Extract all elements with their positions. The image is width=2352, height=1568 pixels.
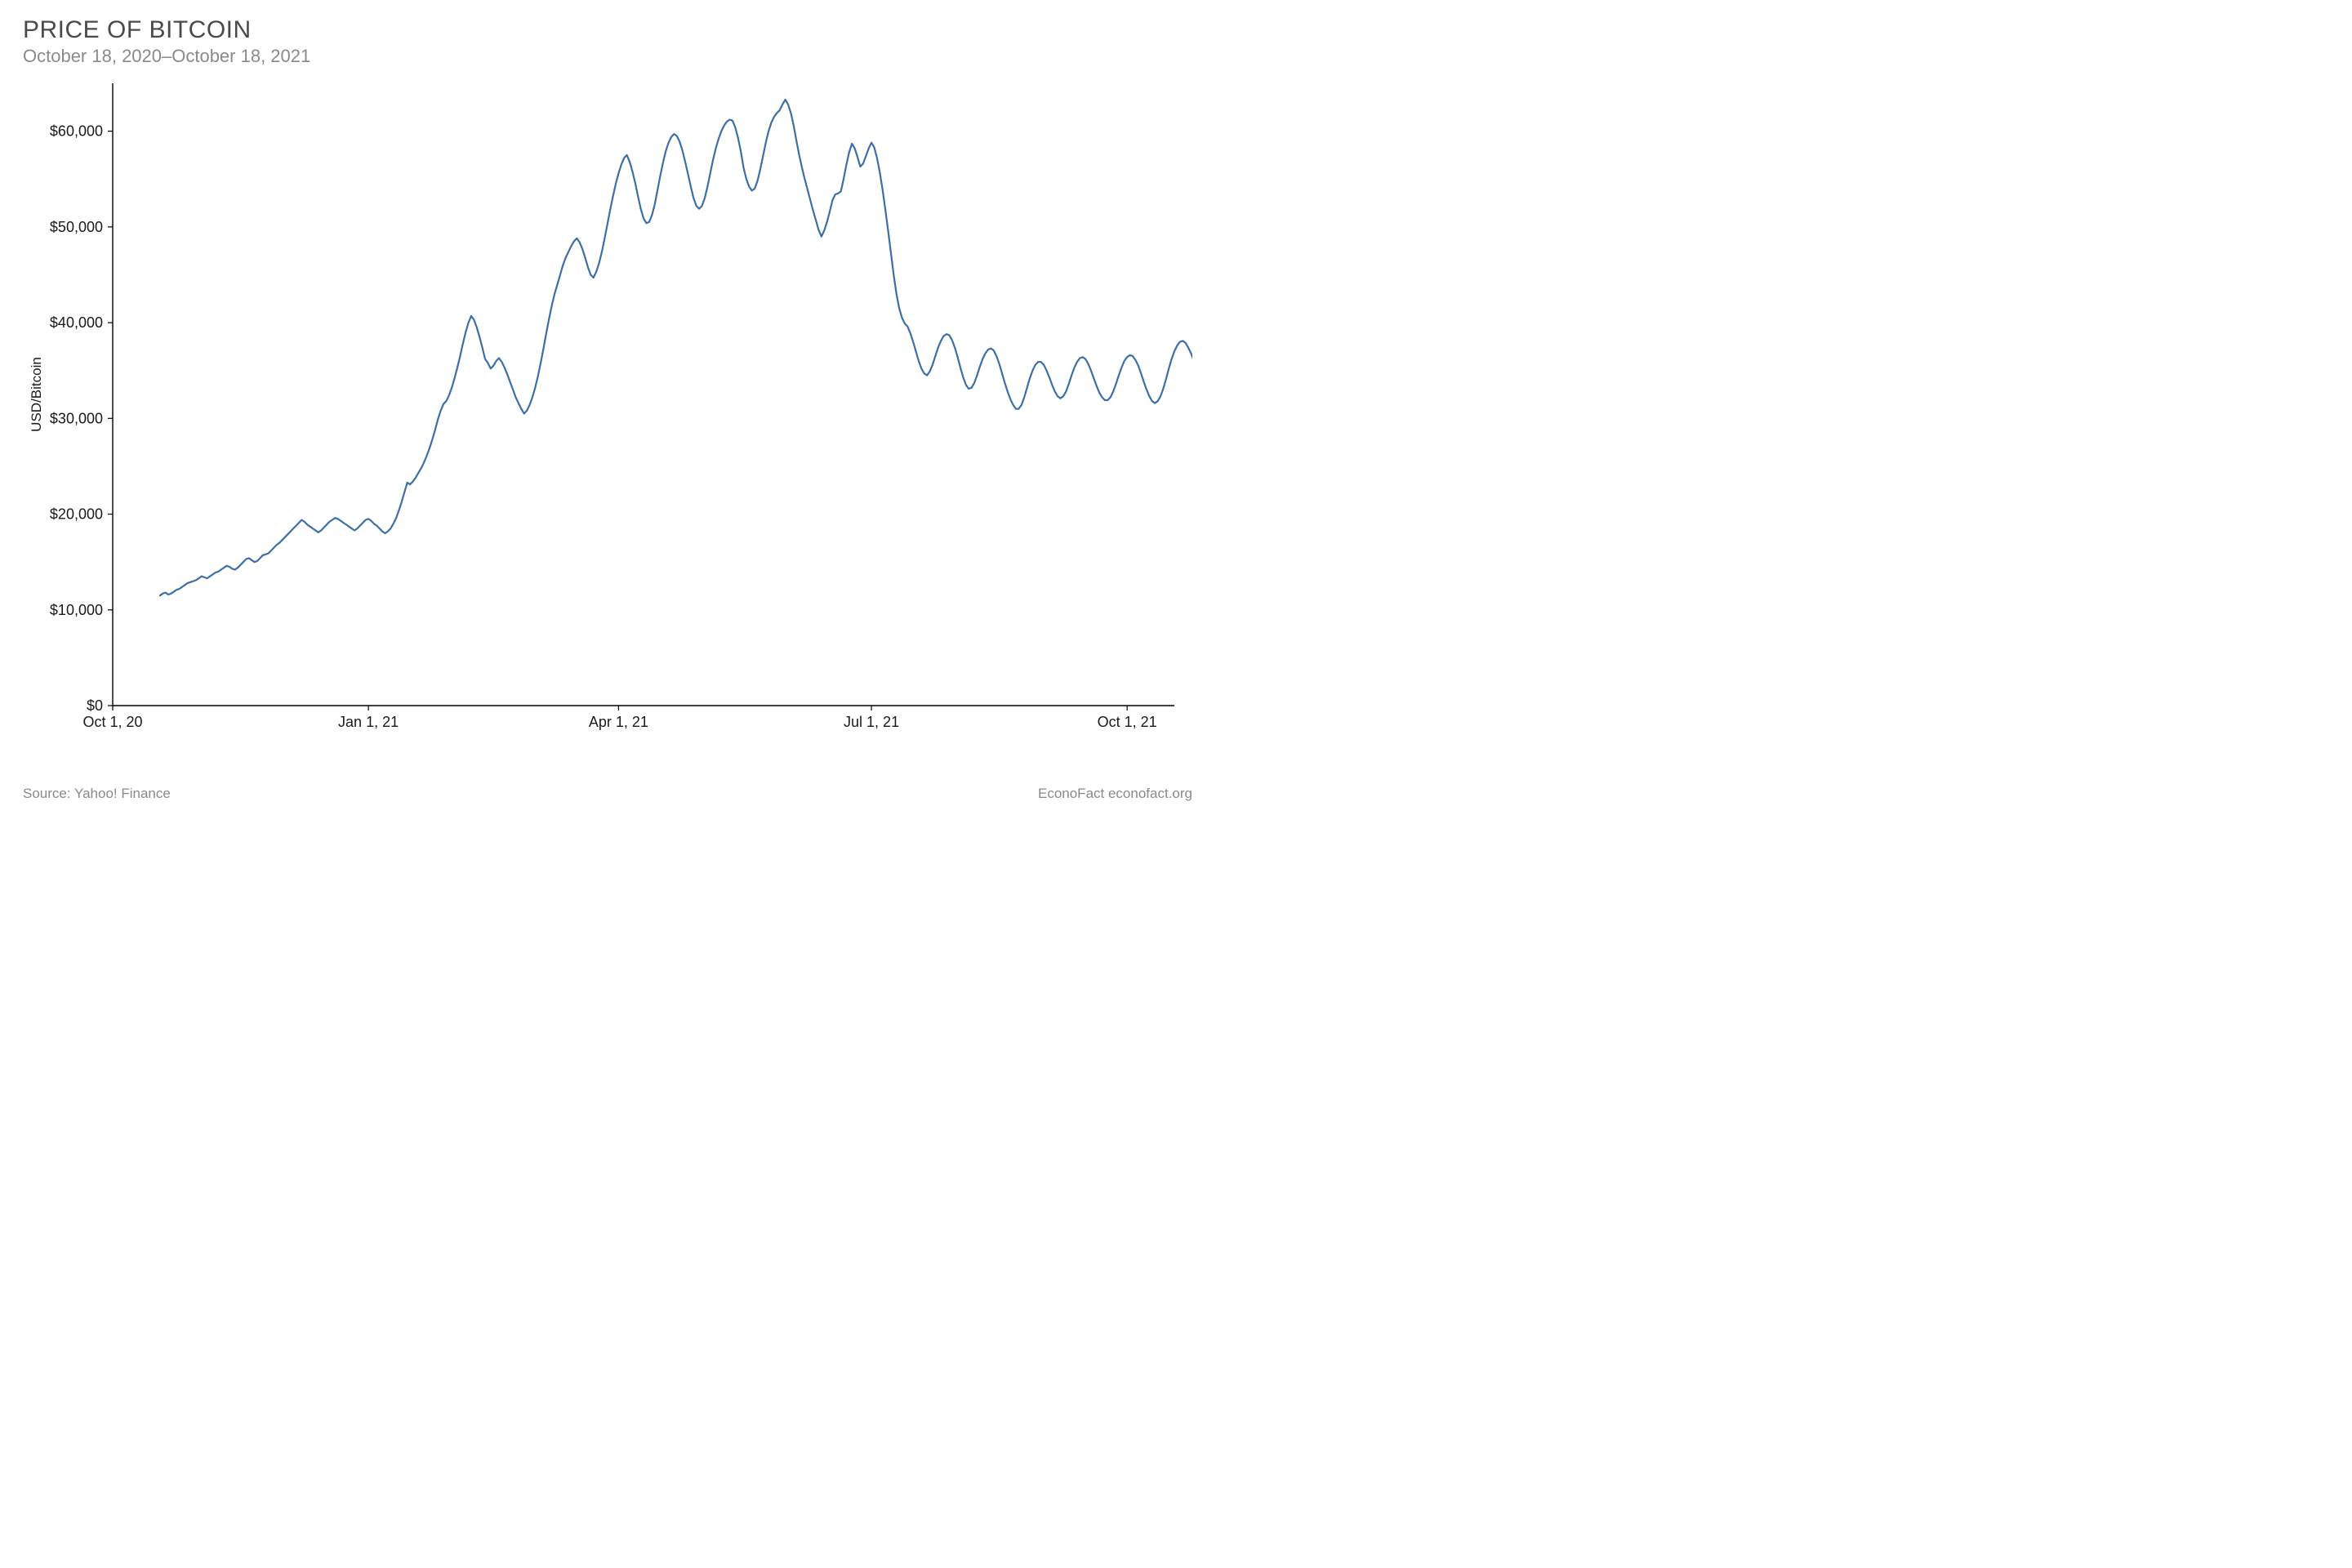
- y-tick-label: $60,000: [50, 123, 103, 140]
- y-tick-label: $30,000: [50, 410, 103, 426]
- figure-container: PRICE OF BITCOIN October 18, 2020–Octobe…: [0, 0, 1215, 810]
- x-tick-label: Oct 1, 21: [1098, 714, 1157, 730]
- y-tick-label: $50,000: [50, 219, 103, 235]
- y-tick-label: $10,000: [50, 602, 103, 618]
- source-label: Source: Yahoo! Finance: [23, 786, 171, 802]
- y-tick-label: $40,000: [50, 314, 103, 331]
- line-chart: $0 $10,000 $20,000 $30,000 $40,000 $50,000 $60…: [23, 70, 1192, 748]
- price-line: [160, 100, 1192, 595]
- chart-area: $0 $10,000 $20,000 $30,000 $40,000 $50,000 $60…: [23, 70, 1192, 752]
- chart-subtitle: October 18, 2020–October 18, 2021: [23, 46, 1192, 67]
- x-tick-label: Jan 1, 21: [338, 714, 399, 730]
- chart-footer: Source: Yahoo! Finance EconoFact econofa…: [23, 786, 1192, 802]
- y-tick-label: $20,000: [50, 506, 103, 523]
- x-tick-label: Apr 1, 21: [589, 714, 648, 730]
- x-tick-label: Oct 1, 20: [82, 714, 142, 730]
- y-axis-label: USD/Bitcoin: [29, 357, 44, 432]
- chart-title: PRICE OF BITCOIN: [23, 16, 1192, 44]
- x-tick-label: Jul 1, 21: [844, 714, 899, 730]
- credit-label: EconoFact econofact.org: [1038, 786, 1192, 802]
- y-tick-label: $0: [87, 697, 103, 714]
